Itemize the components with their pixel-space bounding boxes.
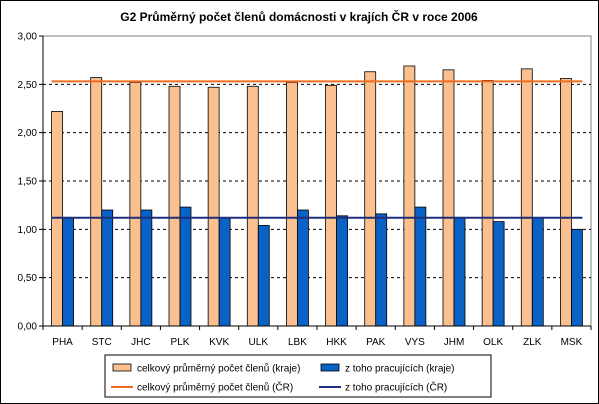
bar-total-members	[560, 78, 572, 327]
bar-working-members	[453, 217, 466, 327]
x-tick-label: JHC	[131, 337, 150, 348]
y-tick-label: 1,00	[18, 225, 38, 236]
x-tick-label: PHA	[52, 337, 73, 348]
reference-lines	[51, 80, 583, 219]
legend-entry-total-cr-label: celkový průměrný počet členů (ČR)	[137, 381, 293, 394]
bar-total-members	[246, 85, 259, 327]
bar-total-members	[520, 68, 533, 327]
bar-total-members	[403, 65, 416, 327]
bar-total-members	[90, 77, 103, 327]
bar-working-members	[218, 217, 231, 327]
legend: celkový průměrný počet členů (kraje) z to…	[104, 354, 492, 398]
bar-working-members	[336, 215, 348, 327]
y-tick-label: 2,00	[18, 128, 38, 139]
x-tick-label: MSK	[561, 337, 583, 348]
legend-box	[104, 354, 492, 398]
y-tick-labels: 0,00 0,50 1,00 1,50 2,00 2,50 3,00	[18, 32, 38, 333]
x-tick-label: HKK	[326, 337, 347, 348]
y-tick-label: 0,00	[18, 322, 38, 333]
bar-working-members	[179, 206, 192, 327]
bars	[51, 65, 583, 327]
x-tick-label: ZLK	[523, 337, 542, 348]
x-tick-label: STC	[92, 337, 112, 348]
bar-working-members	[62, 217, 74, 327]
x-tick-label: PAK	[366, 337, 386, 348]
bar-total-members	[442, 69, 455, 327]
x-tick-label: LBK	[288, 337, 307, 348]
x-tick-labels: PHA STC JHC PLK KVK ULK LBK HKK PAK VYS JHM OLK ZLK M…	[52, 337, 582, 348]
y-tick-label: 1,50	[18, 177, 38, 188]
y-tick-label: 2,50	[18, 80, 38, 91]
axes	[39, 35, 592, 330]
x-tick-label: ULK	[249, 337, 269, 348]
legend-entry-total-members-swatch	[112, 363, 132, 372]
bar-total-members	[364, 71, 377, 327]
bar-working-members	[492, 221, 505, 327]
legend-entry-working-members-label: z toho pracujících (kraje)	[345, 364, 455, 375]
chart-title: G2 Průměrný počet členů domácnosti v kra…	[120, 9, 478, 24]
bar-working-members	[257, 225, 270, 327]
bar-working-members	[531, 217, 544, 327]
bar-total-members	[286, 82, 298, 327]
bar-total-members	[325, 84, 337, 327]
x-tick-label: VYS	[405, 337, 425, 348]
bar-working-members	[140, 209, 153, 327]
x-tick-label: KVK	[209, 337, 229, 348]
x-tick-label: OLK	[483, 337, 503, 348]
x-tick-label: PLK	[171, 337, 190, 348]
x-tick-label: JHM	[444, 337, 465, 348]
bar-total-members	[207, 86, 220, 327]
plot-area	[42, 35, 592, 327]
y-tick-label: 3,00	[18, 32, 38, 43]
bar-total-members	[129, 82, 142, 327]
legend-entry-working-cr-label: z toho pracujících (ČR)	[345, 381, 447, 394]
y-tick-label: 0,50	[18, 273, 38, 284]
bar-working-members	[297, 209, 309, 327]
bar-working-members	[375, 213, 388, 327]
legend-entry-total-members-label: celkový průměrný počet členů (kraje)	[137, 363, 300, 375]
bar-total-members	[168, 85, 181, 327]
bar-working-members	[101, 209, 114, 327]
legend-entry-working-members-swatch	[320, 363, 340, 372]
bar-working-members	[414, 206, 427, 327]
bar-total-members	[481, 80, 494, 327]
bar-working-members	[571, 228, 583, 327]
